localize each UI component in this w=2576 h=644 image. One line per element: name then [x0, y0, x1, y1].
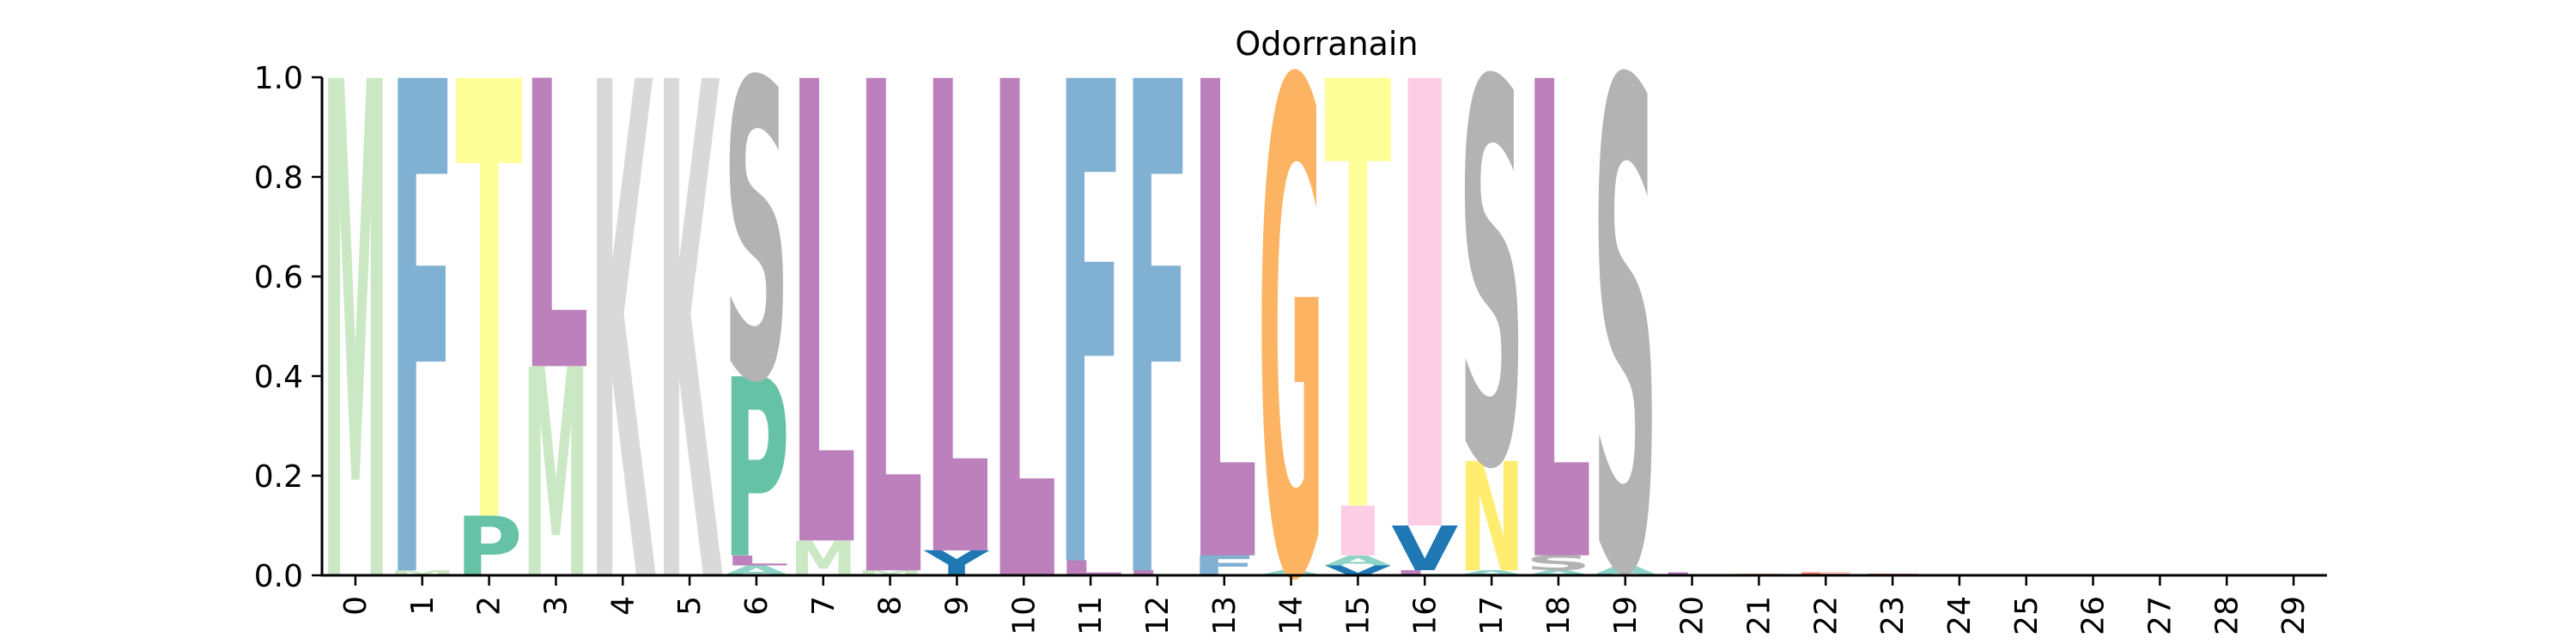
logo-letter-a: A	[1325, 553, 1392, 569]
logo-letter-g: G	[1258, 0, 1325, 644]
x-tick-label: 0	[338, 596, 374, 616]
x-tick-label: 23	[1875, 596, 1911, 635]
logo-letter-l: L	[790, 0, 857, 644]
logo-letter-m: M	[523, 311, 590, 644]
logo-letter-f: F	[1057, 0, 1124, 644]
logo-letter-t: T	[456, 0, 523, 644]
logo-letter-l: L	[723, 553, 790, 569]
x-tick-label: 21	[1741, 596, 1777, 635]
logo-letter-f: F	[389, 0, 456, 644]
x-tick-label: 28	[2209, 596, 2245, 635]
logo-letter-i: I	[1391, 0, 1458, 644]
logo-letter-t: T	[1325, 0, 1392, 644]
logo-letter-a: A	[1458, 569, 1525, 577]
x-tick-label: 9	[939, 596, 975, 616]
y-tick-label: 1.0	[254, 61, 303, 96]
x-tick-label: 26	[2076, 596, 2111, 635]
x-tick-label: 18	[1541, 596, 1577, 635]
x-tick-label: 2	[472, 596, 507, 616]
x-tick-label: 4	[605, 596, 641, 616]
x-tick-label: 7	[806, 596, 841, 616]
y-tick-label: 0.2	[254, 459, 303, 495]
x-tick-label: 20	[1675, 596, 1710, 635]
logo-letter-p: P	[723, 328, 790, 614]
x-tick-label: 24	[1942, 596, 1978, 635]
x-tick-label: 8	[873, 596, 908, 616]
logo-letter-l: L	[1191, 0, 1258, 644]
x-tick-label: 5	[672, 596, 708, 616]
logo-letter-m: M	[857, 569, 924, 577]
logo-letter-s: S	[723, 0, 790, 473]
x-tick-label: 19	[1608, 596, 1643, 635]
logo-letter-l: L	[523, 0, 590, 460]
x-tick-label: 29	[2276, 596, 2312, 635]
logo-letter-k: K	[589, 0, 656, 644]
logo-letter-l: L	[924, 0, 991, 644]
y-tick-label: 0.6	[254, 260, 303, 295]
x-tick-label: 10	[1006, 596, 1042, 635]
logo-letter-v: V	[1391, 513, 1458, 586]
logo-letter-l: L	[857, 0, 924, 644]
x-tick-label: 17	[1474, 596, 1510, 635]
logo-letter-a: A	[1258, 569, 1325, 577]
logo-letter-k: K	[656, 0, 723, 644]
x-axis-ticks: 0 1 2 3 4 5 6 7 8 9 10 11 12 13 14 15 16 17 18 19 20 21 22 23 24…	[338, 575, 2312, 635]
x-tick-label: 12	[1140, 596, 1176, 635]
logo-letter-s: S	[1458, 0, 1525, 585]
x-tick-label: 6	[739, 596, 775, 616]
logo-letter-s: S	[1592, 0, 1659, 644]
logo-letter-l: L	[1391, 569, 1458, 577]
x-tick-label: 14	[1274, 596, 1309, 635]
x-tick-label: 1	[405, 596, 440, 616]
x-tick-label: 16	[1407, 596, 1443, 635]
chart-title: Odorranain	[1235, 25, 1418, 63]
logo-letter-l: L	[1124, 569, 1191, 577]
x-tick-label: 15	[1340, 596, 1376, 635]
x-tick-label: 13	[1207, 596, 1242, 635]
y-tick-label: 0.8	[254, 161, 303, 196]
y-axis-ticks: 0.0 0.2 0.4 0.6 0.8 1.0	[254, 61, 322, 594]
x-tick-label: 22	[1808, 596, 1844, 635]
logo-letter-l: L	[1525, 0, 1592, 644]
logo-letter-a: A	[1525, 569, 1592, 577]
x-tick-label: 27	[2142, 596, 2178, 635]
logo-letter-l: L	[990, 0, 1057, 644]
x-tick-label: 11	[1073, 596, 1109, 635]
logo-letter-m: M	[322, 0, 389, 644]
logo-letter-i: I	[1325, 492, 1392, 571]
x-tick-label: 3	[538, 596, 574, 616]
x-tick-label: 25	[2009, 596, 2044, 635]
chart-axes	[320, 77, 2327, 577]
logo-letter-s: S	[1525, 551, 1592, 575]
y-tick-label: 0.4	[254, 360, 303, 395]
logo-letter-f: F	[1124, 0, 1191, 644]
logo-letter-m: M	[389, 569, 456, 577]
y-tick-label: 0.0	[254, 559, 303, 594]
